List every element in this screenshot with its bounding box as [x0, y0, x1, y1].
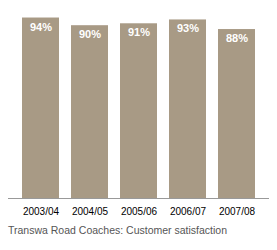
svg-text:2007/08: 2007/08 — [219, 206, 256, 217]
html-text:Transwa Road Coaches: Customer: Transwa Road Coaches: Customer satisfact… — [8, 224, 227, 236]
svg-text:90%: 90% — [79, 28, 101, 40]
svg-text:2003/04: 2003/04 — [23, 206, 60, 217]
svg-text:88%: 88% — [226, 32, 248, 44]
svg-text:91%: 91% — [128, 26, 150, 38]
svg-text:2006/07: 2006/07 — [170, 206, 207, 217]
svg-text:94%: 94% — [30, 21, 52, 33]
svg-text:2004/05: 2004/05 — [72, 206, 109, 217]
svg-text:2005/06: 2005/06 — [121, 206, 158, 217]
svg-text:93%: 93% — [177, 22, 199, 34]
